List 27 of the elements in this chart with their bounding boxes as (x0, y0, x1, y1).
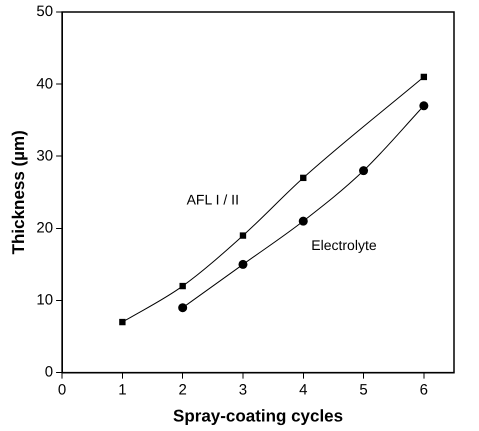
series-label: Electrolyte (311, 237, 377, 254)
point (300, 174, 306, 182)
point (238, 260, 248, 269)
x-tick-label: 5 (359, 382, 368, 399)
y-tick-label: 20 (36, 220, 54, 236)
y-tick-label: 50 (36, 3, 54, 20)
x-axis-title: Spray-coating cycles (173, 406, 344, 426)
y-tick-label: 30 (36, 147, 54, 164)
point (359, 166, 368, 176)
point (298, 216, 308, 226)
y-tick-label: 0 (44, 364, 54, 381)
y-tick-label: 40 (36, 75, 54, 92)
x-tick-label: 4 (299, 382, 308, 399)
point (178, 303, 188, 312)
y-tick-label: 10 (36, 292, 54, 309)
y-axis-title: Thickness (µm) (8, 130, 28, 254)
x-tick-label: 6 (420, 382, 428, 399)
point (420, 74, 428, 80)
point (119, 318, 126, 326)
x-tick-label: 0 (58, 382, 66, 399)
point (240, 232, 246, 239)
x-tick-label: 1 (118, 382, 127, 399)
point (179, 282, 186, 290)
x-tick-label: 3 (238, 382, 248, 399)
x-tick-label: 2 (178, 382, 187, 399)
point (419, 101, 428, 110)
series-label: AFL I / II (186, 191, 239, 208)
